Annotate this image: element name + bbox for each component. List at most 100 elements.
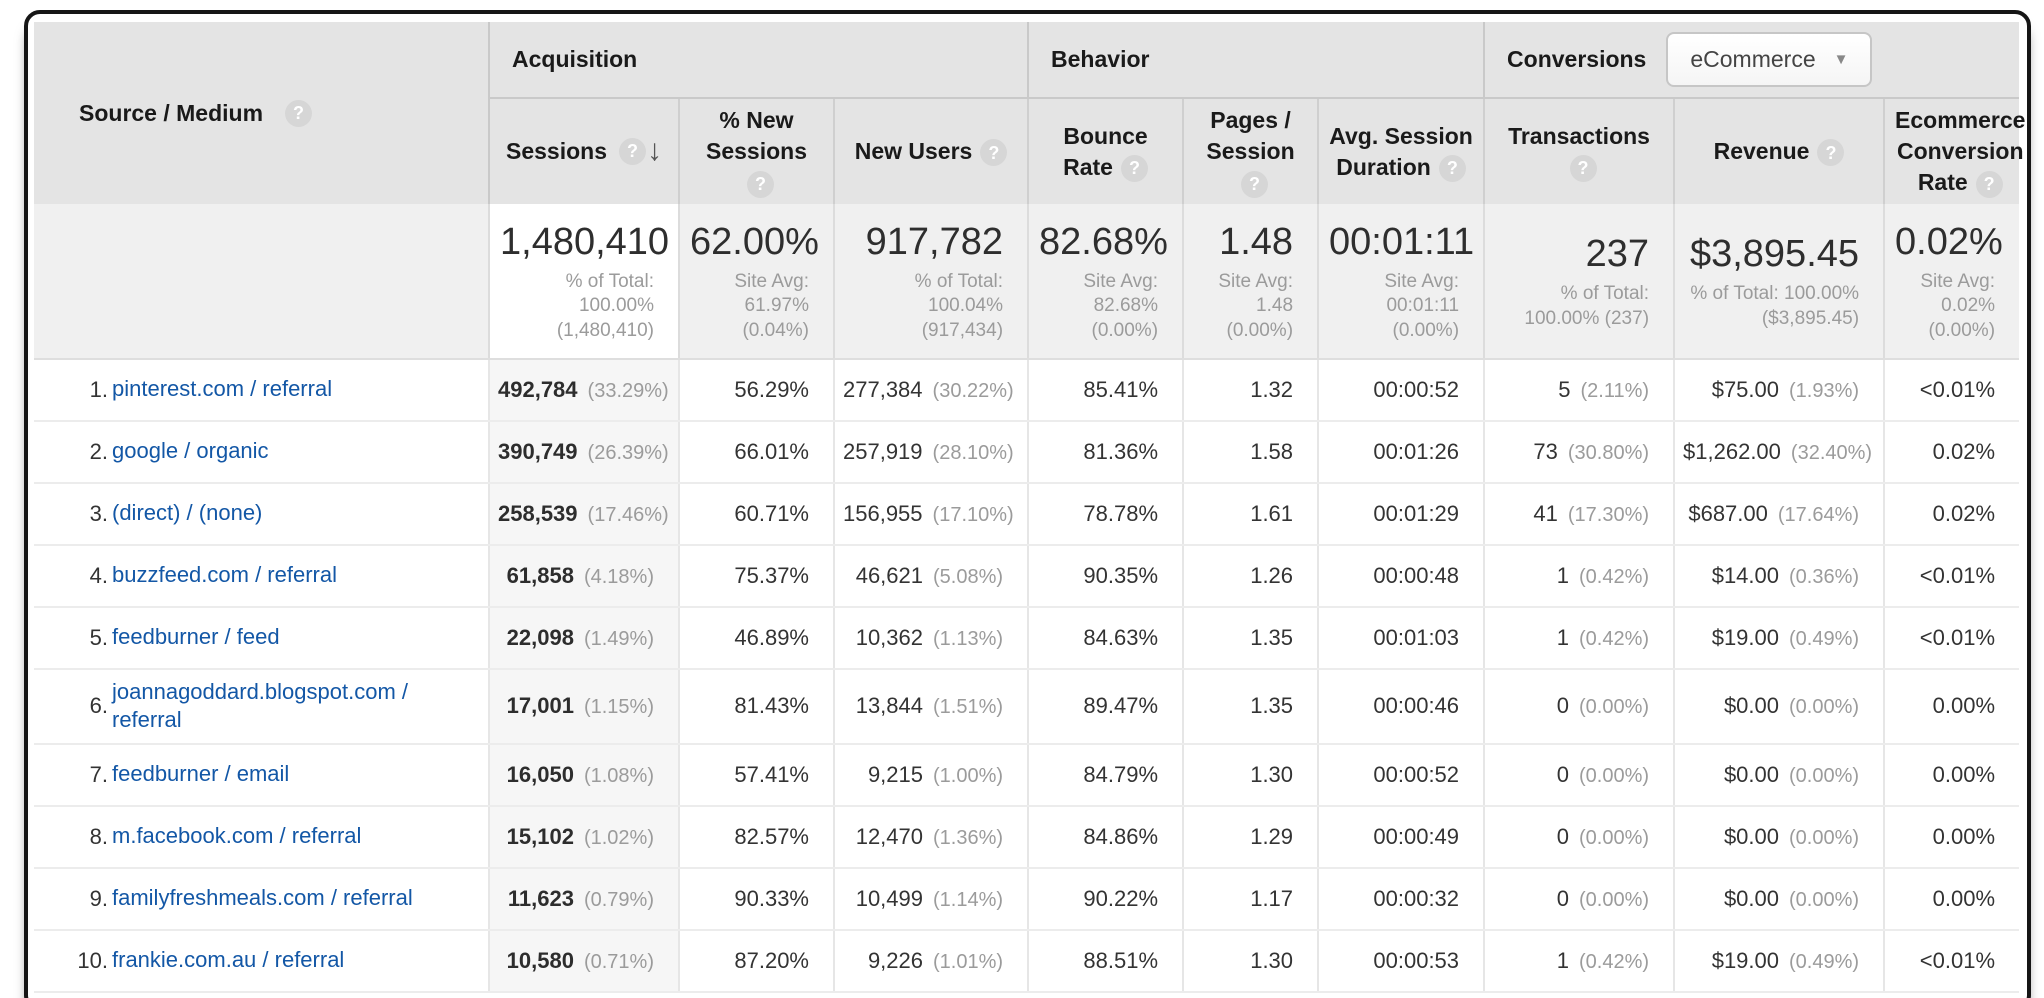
- transactions-percent: (2.11%): [1580, 379, 1650, 402]
- column-header-bounce-rate[interactable]: Bounce Rate?: [1027, 98, 1184, 205]
- duration-value: 00:00:49: [1373, 823, 1460, 849]
- dimension-header-source-medium[interactable]: Source / Medium ?: [34, 22, 490, 205]
- transactions-value: 5: [1558, 376, 1571, 402]
- column-header-sessions[interactable]: Sessions ? ↓: [488, 98, 679, 205]
- column-header-transactions[interactable]: Transactions?: [1483, 98, 1675, 205]
- bounce-rate-cell: 90.35%: [1027, 544, 1184, 608]
- revenue-value: $75.00: [1711, 376, 1779, 402]
- column-header-pages-session[interactable]: Pages / Session?: [1182, 98, 1319, 205]
- pct-new-sessions-value: 66.01%: [734, 438, 809, 464]
- source-medium-cell: 4. buzzfeed.com / referral: [34, 544, 489, 608]
- help-icon[interactable]: ?: [1817, 139, 1845, 167]
- sessions-cell: 61,858 (4.18%): [488, 544, 679, 608]
- bounce-rate-value: 89.47%: [1083, 693, 1159, 719]
- new-users-percent: (1.00%): [933, 764, 1004, 787]
- sessions-value: 17,001: [506, 693, 574, 719]
- group-label-conversions: Conversions: [1507, 46, 1647, 72]
- new-users-percent: (1.13%): [933, 627, 1004, 650]
- source-medium-link[interactable]: feedburner / feed: [112, 624, 280, 650]
- pct-new-sessions-cell: 60.71%: [678, 482, 834, 546]
- column-header-avg-session-duration[interactable]: Avg. Session Duration?: [1317, 98, 1485, 205]
- pages-session-value: 1.29: [1250, 823, 1294, 849]
- avg-session-duration-cell: 00:00:32: [1317, 867, 1485, 931]
- help-icon[interactable]: ?: [619, 138, 646, 166]
- table-row: 6. joannagoddard.blogspot.com / referral…: [34, 668, 2020, 745]
- help-icon[interactable]: ?: [980, 139, 1008, 167]
- transactions-cell: 0 (0.00%): [1483, 668, 1675, 745]
- source-medium-link[interactable]: buzzfeed.com / referral: [112, 562, 337, 588]
- source-medium-link[interactable]: joannagoddard.blogspot.com / referral: [112, 678, 408, 733]
- sessions-value: 22,098: [506, 624, 574, 650]
- transactions-value: 0: [1556, 761, 1569, 787]
- pct-new-sessions-value: 87.20%: [734, 947, 809, 973]
- help-icon[interactable]: ?: [285, 99, 313, 127]
- new-users-cell: 13,844 (1.51%): [832, 668, 1029, 745]
- pct-new-sessions-value: 81.43%: [734, 693, 809, 719]
- transactions-percent: (0.00%): [1579, 888, 1650, 911]
- totals-empty-cell: [34, 204, 489, 360]
- bounce-rate-cell: 81.36%: [1027, 420, 1184, 484]
- help-icon[interactable]: ?: [1569, 154, 1597, 182]
- source-medium-link[interactable]: feedburner / email: [112, 761, 290, 787]
- new-users-cell: 12,470 (1.36%): [832, 805, 1029, 869]
- row-rank: 10.: [77, 947, 108, 973]
- new-users-value: 277,384: [843, 376, 923, 402]
- pages-session-cell: 1.58: [1182, 420, 1319, 484]
- new-users-percent: (1.36%): [933, 826, 1004, 849]
- revenue-value: $14.00: [1711, 562, 1779, 588]
- sessions-value: 10,580: [506, 947, 574, 973]
- bounce-rate-value: 90.35%: [1083, 562, 1159, 588]
- column-header-row: Sessions ? ↓ % New Sessions? New Users?: [34, 98, 2025, 205]
- group-header-behavior: Behavior: [1027, 22, 1485, 99]
- column-label: Ecommerce Conversion Rate: [1895, 107, 2026, 196]
- revenue-percent: (17.64%): [1777, 503, 1860, 526]
- avg-session-duration-cell: 00:01:29: [1317, 482, 1485, 546]
- revenue-cell: $19.00 (0.49%): [1673, 929, 1885, 993]
- avg-session-duration-cell: 00:01:26: [1317, 420, 1485, 484]
- pct-new-sessions-cell: 57.41%: [678, 743, 834, 807]
- help-icon[interactable]: ?: [1241, 170, 1269, 198]
- totals-ecommerce-conversion-rate: 0.02% Site Avg: 0.02% (0.00%): [1883, 204, 2020, 360]
- source-medium-cell: 2. google / organic: [34, 420, 489, 484]
- help-icon[interactable]: ?: [1975, 170, 2003, 198]
- conversion-rate-value: 0.00%: [1932, 693, 1996, 719]
- pct-new-sessions-cell: 66.01%: [678, 420, 834, 484]
- revenue-cell: $19.00 (0.49%): [1673, 606, 1885, 670]
- duration-value: 00:00:53: [1373, 947, 1460, 973]
- total-value: 237: [1585, 233, 1650, 276]
- group-header-conversions: Conversions eCommerce ▼: [1483, 22, 2020, 99]
- ecommerce-conversion-rate-cell: 0.00%: [1883, 867, 2020, 931]
- pages-session-value: 1.35: [1250, 693, 1294, 719]
- conversions-goal-dropdown[interactable]: eCommerce ▼: [1666, 32, 1873, 87]
- source-medium-link[interactable]: familyfreshmeals.com / referral: [112, 885, 413, 911]
- table-row: 4. buzzfeed.com / referral 61,858 (4.18%)…: [34, 544, 2020, 608]
- column-header-revenue[interactable]: Revenue?: [1673, 98, 1885, 205]
- group-label-behavior: Behavior: [1051, 46, 1150, 72]
- help-icon[interactable]: ?: [1120, 154, 1148, 182]
- chevron-down-icon: ▼: [1833, 51, 1849, 68]
- help-icon[interactable]: ?: [1438, 154, 1466, 182]
- source-medium-link[interactable]: pinterest.com / referral: [112, 376, 333, 402]
- transactions-percent: (0.00%): [1579, 696, 1650, 719]
- source-medium-table: Source / Medium ? Acquisition Behavior C…: [34, 22, 2025, 993]
- revenue-percent: (0.49%): [1789, 627, 1860, 650]
- sessions-cell: 492,784 (33.29%): [488, 358, 679, 422]
- pct-new-sessions-value: 75.37%: [734, 562, 809, 588]
- column-header-new-users[interactable]: New Users?: [832, 98, 1029, 205]
- column-header-ecommerce-conversion-rate[interactable]: Ecommerce Conversion Rate?: [1883, 98, 2025, 205]
- source-medium-link[interactable]: (direct) / (none): [112, 500, 263, 526]
- help-icon[interactable]: ?: [747, 170, 774, 198]
- sort-descending-icon[interactable]: ↓: [647, 134, 662, 168]
- new-users-value: 156,955: [843, 500, 923, 526]
- source-medium-link[interactable]: m.facebook.com / referral: [112, 823, 362, 849]
- column-label: Transactions: [1508, 122, 1650, 149]
- source-medium-link[interactable]: google / organic: [112, 438, 269, 464]
- revenue-percent: (0.00%): [1789, 764, 1860, 787]
- sessions-cell: 11,623 (0.79%): [488, 867, 679, 931]
- column-header-pct-new-sessions[interactable]: % New Sessions?: [678, 98, 834, 205]
- revenue-cell: $14.00 (0.36%): [1673, 544, 1885, 608]
- source-medium-cell: 3. (direct) / (none): [34, 482, 489, 546]
- row-rank: 2.: [89, 438, 108, 464]
- source-medium-link[interactable]: frankie.com.au / referral: [112, 947, 345, 973]
